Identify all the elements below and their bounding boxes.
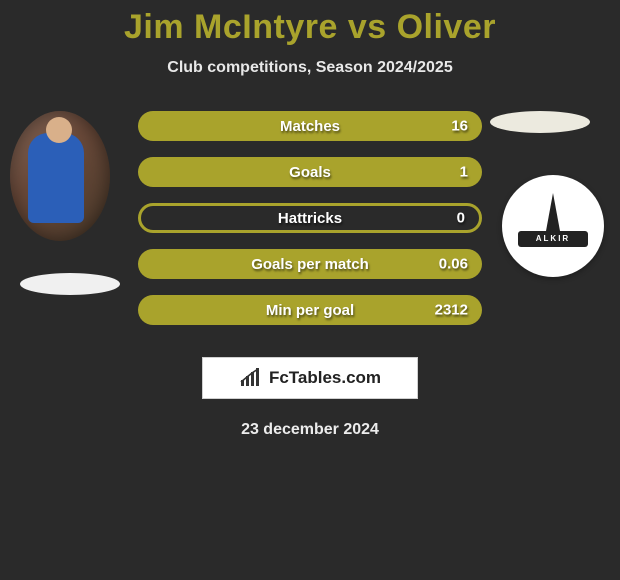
brand-text: FcTables.com [269,368,381,388]
stat-label: Matches [280,118,340,135]
stat-label: Min per goal [266,302,354,319]
bar-chart-icon [239,368,263,388]
stat-value: 16 [451,118,468,135]
stat-value: 1 [460,164,468,181]
club-spire-icon [546,193,560,231]
page-title: Jim McIntyre vs Oliver [0,8,620,47]
stat-row-matches: Matches 16 [138,111,482,141]
stat-value: 0 [457,210,465,227]
stat-row-hattricks: Hattricks 0 [138,203,482,233]
stat-row-min-per-goal: Min per goal 2312 [138,295,482,325]
avatar-shirt [28,133,84,223]
player-right-club-circle: ALKIR [502,175,604,277]
club-band-label: ALKIR [518,231,588,247]
stat-value: 2312 [435,302,468,319]
page-subtitle: Club competitions, Season 2024/2025 [0,59,620,77]
stat-row-goals-per-match: Goals per match 0.06 [138,249,482,279]
club-logo: ALKIR [518,191,588,261]
stat-value: 0.06 [439,256,468,273]
player-left-avatar [10,111,110,241]
stat-label: Hattricks [278,210,342,227]
avatar-head [46,117,72,143]
generated-date: 23 december 2024 [0,421,620,439]
stat-row-goals: Goals 1 [138,157,482,187]
stat-label: Goals per match [251,256,369,273]
brand-badge[interactable]: FcTables.com [202,357,418,399]
infographic-root: Jim McIntyre vs Oliver Club competitions… [0,0,620,439]
stat-label: Goals [289,164,331,181]
player-right-badge [490,111,590,133]
stats-area: ALKIR Matches 16 Goals 1 Hattricks 0 Goa… [0,105,620,345]
player-left-badge [20,273,120,295]
stat-bars: Matches 16 Goals 1 Hattricks 0 Goals per… [138,111,482,341]
